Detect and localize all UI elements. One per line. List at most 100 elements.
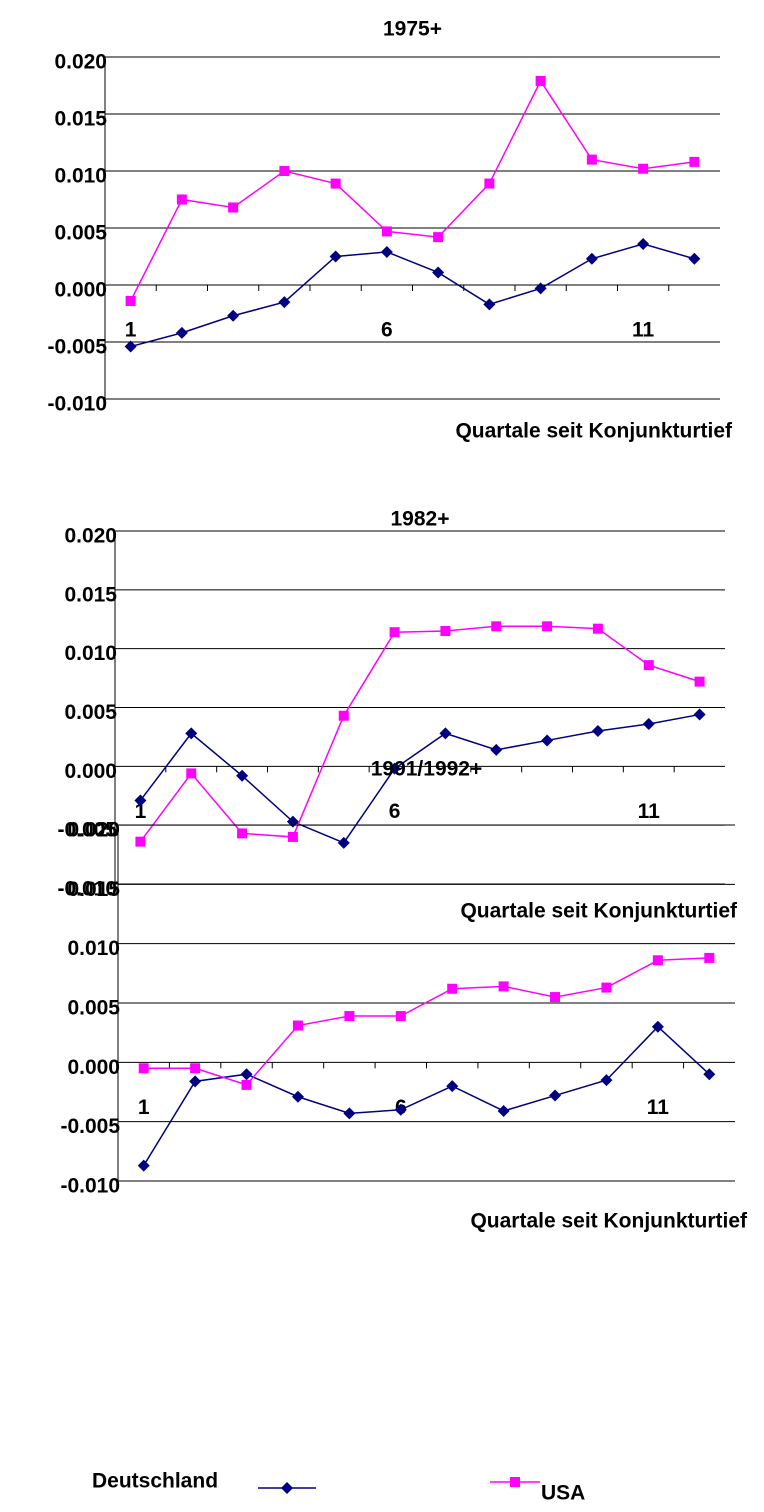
series-line [130,243,695,348]
marker [380,245,393,258]
series-line [129,79,695,302]
marker [329,250,342,263]
x-tick-label: 1 [135,800,147,823]
chart-title: 1975+ [383,18,442,41]
marker [439,727,452,740]
marker [137,1159,150,1172]
legend-label: Deutschland [92,1470,218,1493]
y-tick-label: -0.005 [47,336,107,359]
marker [652,955,663,966]
marker [338,710,349,721]
marker [138,1063,149,1074]
marker [689,156,700,167]
marker [227,309,240,322]
y-tick-label: -0.010 [60,1175,120,1198]
marker [497,1104,510,1117]
y-tick-label: 0.000 [54,279,107,302]
marker [651,1020,664,1033]
marker [281,1482,293,1494]
marker [549,1089,562,1102]
marker [446,1080,459,1093]
x-axis-label: Quartale seit Konjunkturtief [455,420,733,443]
marker [190,1063,201,1074]
marker [694,676,705,687]
marker [600,1074,613,1087]
marker [124,340,137,353]
marker [490,743,503,756]
marker [483,298,496,311]
marker [643,660,654,671]
x-axis-label: Quartale seit Konjunkturtief [470,1210,748,1233]
marker [287,831,298,842]
marker [586,154,597,165]
marker [592,623,603,634]
marker [394,1103,407,1116]
x-tick-label: 11 [638,800,661,823]
marker [125,295,136,306]
marker [395,1011,406,1022]
y-tick-label: 0.015 [67,878,120,901]
y-tick-label: 0.020 [54,51,107,74]
y-tick-label: 0.015 [54,108,107,131]
x-tick-label: 11 [647,1096,670,1119]
series-line [143,957,710,1086]
marker [433,232,444,243]
y-tick-label: 0.000 [67,1056,120,1079]
marker [542,621,553,632]
marker [175,326,188,339]
y-tick-label: -0.005 [57,819,117,842]
marker [134,794,147,807]
marker [279,166,290,176]
marker [185,727,198,740]
x-tick-label: 6 [389,800,401,823]
marker [704,952,715,963]
marker [440,626,451,637]
legend-label: USA [541,1482,585,1505]
marker [240,1068,253,1081]
y-tick-label: 0.010 [67,937,120,960]
marker [642,717,655,730]
marker [236,769,249,782]
y-tick-label: 0.010 [64,642,117,665]
y-tick-label: 0.005 [64,701,117,724]
marker [703,1068,716,1081]
x-axis-label: Quartale seit Konjunkturtief [460,900,738,923]
marker [535,75,546,86]
y-tick-label: 0.020 [67,819,120,842]
series-line [143,1025,710,1166]
y-tick-label: 0.005 [67,997,120,1020]
y-tick-label: -0.010 [47,393,107,416]
marker [330,178,341,189]
marker [389,627,400,638]
marker [585,252,598,265]
y-tick-label: 0.010 [54,165,107,188]
marker [637,237,650,250]
marker [447,983,458,994]
marker [550,992,561,1003]
series-line [139,625,700,843]
chart-title: 1982+ [391,508,450,531]
y-tick-label: 0.000 [64,760,117,783]
chart-title: 1991/1992+ [371,758,483,781]
marker [491,621,502,632]
marker [292,1020,303,1031]
series-line [139,713,700,844]
marker [186,768,197,779]
marker [484,178,495,189]
marker [344,1011,355,1022]
marker [510,1477,520,1487]
marker [381,226,392,237]
marker [638,163,649,174]
marker [241,1079,252,1090]
x-tick-label: 11 [632,319,655,342]
y-tick-label: -0.010 [57,878,117,901]
x-tick-label: 1 [125,319,137,342]
y-tick-label: 0.020 [64,525,117,548]
marker [498,981,509,992]
y-tick-label: -0.005 [60,1115,120,1138]
marker [601,982,612,993]
y-tick-label: 0.005 [54,222,107,245]
y-tick-label: 0.015 [64,583,117,606]
marker [534,282,547,295]
